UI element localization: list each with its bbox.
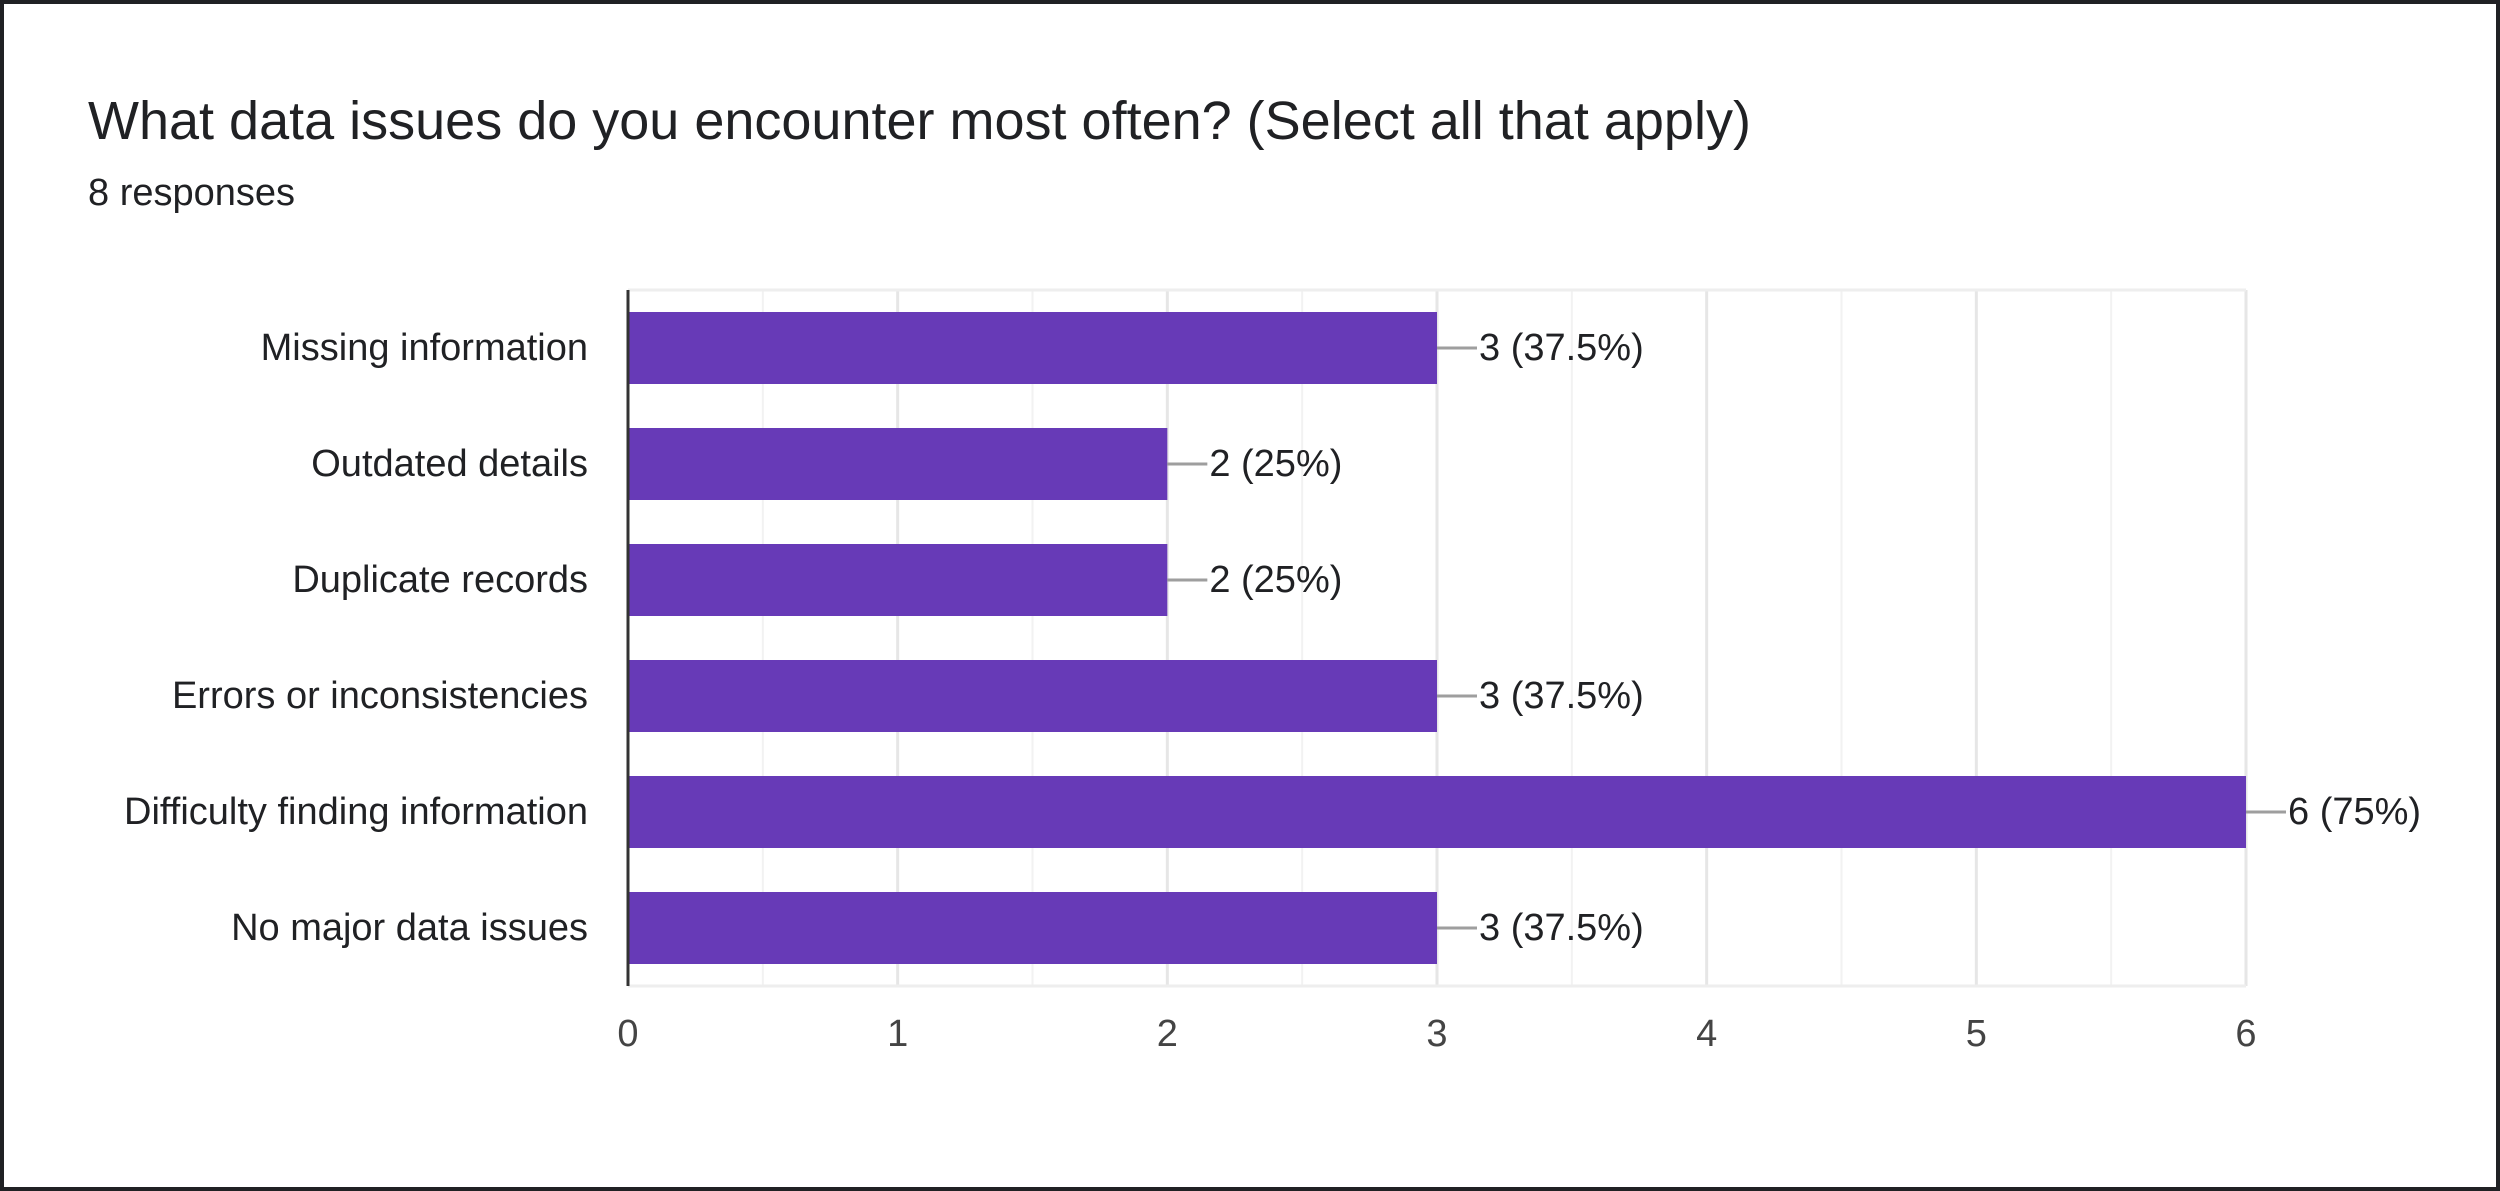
category-label: Errors or inconsistencies xyxy=(172,675,588,717)
x-tick-label: 5 xyxy=(1966,1013,1987,1055)
bar xyxy=(628,892,1437,964)
x-tick-label: 3 xyxy=(1426,1013,1447,1055)
x-tick-label: 6 xyxy=(2235,1013,2256,1055)
response-count: 8 responses xyxy=(88,172,296,214)
bar xyxy=(628,312,1437,384)
data-label: 6 (75%) xyxy=(2288,791,2421,833)
data-label: 2 (25%) xyxy=(1209,559,1342,601)
data-label: 3 (37.5%) xyxy=(1479,907,1644,949)
bar xyxy=(628,428,1168,500)
category-label: No major data issues xyxy=(231,907,588,949)
chart-title: What data issues do you encounter most o… xyxy=(88,91,1751,151)
data-label: 3 (37.5%) xyxy=(1479,675,1644,717)
x-tick-label: 2 xyxy=(1157,1013,1178,1055)
x-tick-label: 1 xyxy=(887,1013,908,1055)
bar xyxy=(628,660,1437,732)
data-label: 3 (37.5%) xyxy=(1479,327,1644,369)
category-label: Missing information xyxy=(261,327,588,369)
category-label: Outdated details xyxy=(311,443,588,485)
bar-chart: Missing information 3 (37.5%) Outdated det… xyxy=(124,288,2421,1055)
bar xyxy=(628,776,2246,848)
x-tick-label: 4 xyxy=(1696,1013,1717,1055)
x-tick-label: 0 xyxy=(617,1013,638,1055)
category-label: Duplicate records xyxy=(292,559,588,601)
category-label: Difficulty finding information xyxy=(124,791,588,833)
data-label: 2 (25%) xyxy=(1209,443,1342,485)
bar xyxy=(628,544,1168,616)
